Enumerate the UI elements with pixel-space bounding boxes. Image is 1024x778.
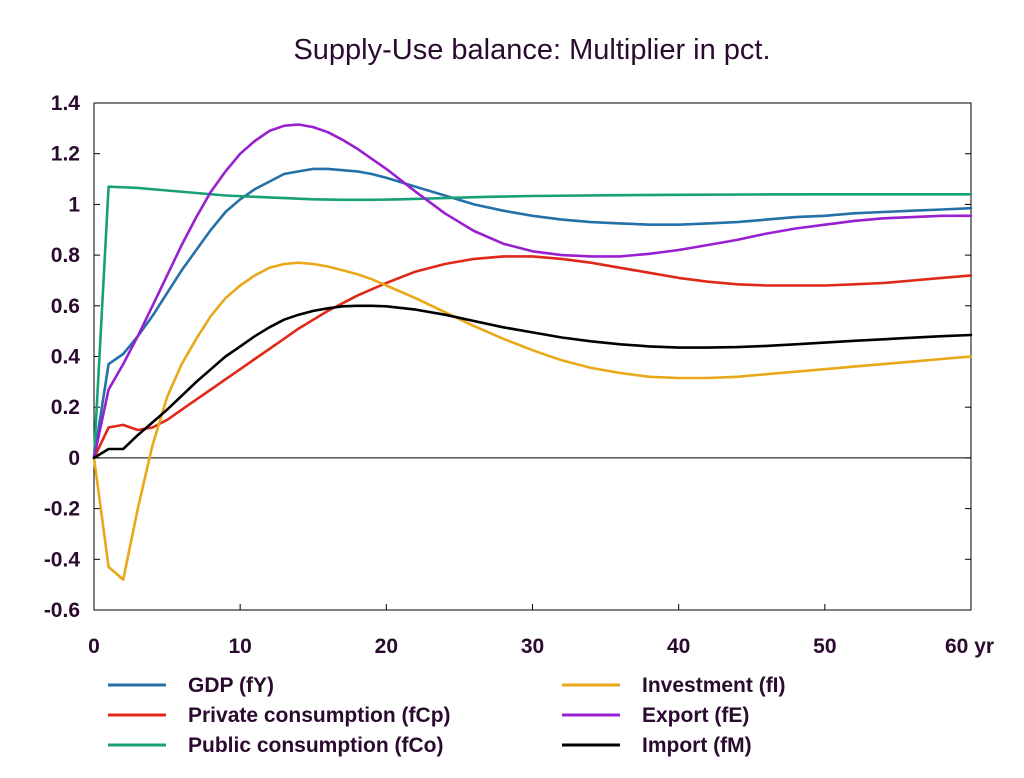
y-tick-label: 0: [68, 447, 80, 470]
series-line: [92, 123, 973, 460]
x-tick-label: 50: [813, 635, 836, 658]
y-tick-label: -0.6: [44, 599, 80, 622]
legend-label: Investment (fI): [642, 674, 786, 697]
x-unit-label: yr: [968, 635, 994, 658]
y-tick-label: 1.2: [51, 143, 80, 166]
chart-title: Supply-Use balance: Multiplier in pct.: [293, 34, 771, 66]
y-tick-label: 0.8: [51, 244, 81, 267]
y-tick-label: 0.2: [51, 396, 80, 419]
series-line: [92, 261, 973, 581]
axes-layer: -0.6 -0.4 -0.2 0 0.2 0.4 0.6 0.8 1 1.2 1.4 0 10 20 30 4…: [44, 92, 994, 658]
legend-label: Private consumption (fCp): [188, 704, 451, 727]
x-tick-label: 0: [88, 635, 100, 658]
y-tick-label: -0.2: [44, 498, 80, 521]
series-line: [92, 185, 973, 460]
x-tick-label: 10: [228, 635, 251, 658]
y-tick-label: 0.6: [51, 295, 80, 318]
series-line: [92, 255, 973, 460]
series-line: [92, 304, 973, 460]
y-tick-label: -0.4: [44, 548, 81, 571]
y-tick-label: 0.4: [51, 346, 81, 369]
x-tick-label: 40: [667, 635, 690, 658]
series-layer: [92, 123, 973, 581]
x-tick-label: 60 yr: [945, 635, 994, 658]
legend: GDP (fY) Private consumption (fCp) Public …: [108, 674, 786, 757]
y-tick-label: 1: [68, 193, 80, 216]
y-tick-label: 1.4: [51, 92, 81, 115]
legend-label: GDP (fY): [188, 674, 274, 697]
x-tick-label: 20: [375, 635, 398, 658]
legend-label: Import (fM): [642, 734, 752, 757]
series-line: [92, 167, 973, 460]
legend-label: Public consumption (fCo): [188, 734, 443, 757]
x-tick-label: 30: [521, 635, 544, 658]
legend-label: Export (fE): [642, 704, 749, 727]
